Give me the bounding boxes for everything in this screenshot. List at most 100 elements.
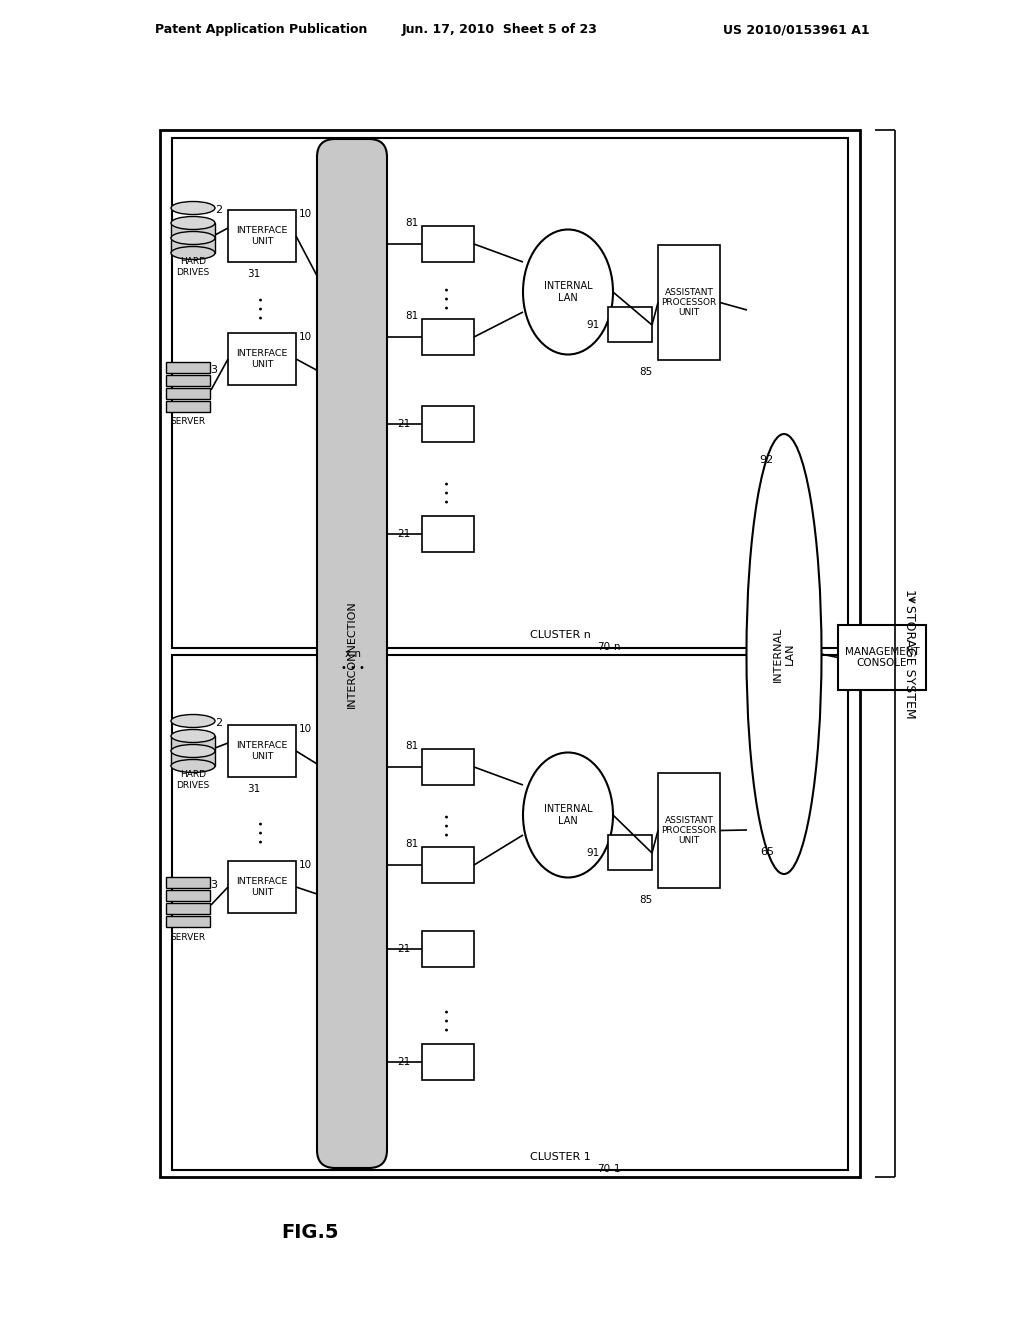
Ellipse shape xyxy=(171,730,215,742)
Bar xyxy=(422,748,474,785)
Ellipse shape xyxy=(523,230,613,355)
Ellipse shape xyxy=(171,202,215,214)
Text: INTERFACE
UNIT: INTERFACE UNIT xyxy=(237,226,288,246)
Bar xyxy=(422,226,474,261)
Bar xyxy=(658,246,720,360)
Bar xyxy=(171,737,215,751)
Text: 92: 92 xyxy=(760,455,774,465)
Text: • • •: • • • xyxy=(257,820,267,843)
Text: INTERCONNECTION: INTERCONNECTION xyxy=(347,601,357,708)
Text: 81: 81 xyxy=(406,741,419,751)
Text: 85: 85 xyxy=(640,367,653,378)
Bar xyxy=(166,401,210,412)
Bar xyxy=(422,319,474,355)
Bar xyxy=(166,388,210,399)
Bar xyxy=(608,308,652,342)
Text: INTERNAL
LAN: INTERNAL LAN xyxy=(544,804,592,826)
Bar xyxy=(228,725,296,777)
Text: 3: 3 xyxy=(211,366,217,375)
Text: INTERNAL
LAN: INTERNAL LAN xyxy=(544,281,592,302)
Text: 10: 10 xyxy=(299,723,312,734)
Bar xyxy=(422,516,474,552)
FancyBboxPatch shape xyxy=(317,139,387,1168)
Text: 81: 81 xyxy=(406,218,419,228)
Text: SERVER: SERVER xyxy=(170,932,206,941)
Bar xyxy=(166,916,210,927)
Text: FIG.5: FIG.5 xyxy=(282,1222,339,1242)
Bar xyxy=(171,223,215,238)
Ellipse shape xyxy=(171,216,215,230)
Text: 1  STORAGE SYSTEM: 1 STORAGE SYSTEM xyxy=(903,589,916,719)
Bar xyxy=(422,1044,474,1080)
Bar xyxy=(160,129,860,1177)
Bar xyxy=(166,903,210,913)
Text: 91: 91 xyxy=(587,319,600,330)
Ellipse shape xyxy=(171,247,215,260)
Ellipse shape xyxy=(171,231,215,244)
Ellipse shape xyxy=(746,434,821,874)
Text: • • •: • • • xyxy=(341,663,365,673)
Text: INTERFACE
UNIT: INTERFACE UNIT xyxy=(237,350,288,368)
Text: 2: 2 xyxy=(215,205,222,215)
Bar xyxy=(422,931,474,968)
Text: 10: 10 xyxy=(299,333,312,342)
Text: • • •: • • • xyxy=(443,1008,453,1032)
Ellipse shape xyxy=(171,759,215,772)
Bar xyxy=(172,139,848,648)
Ellipse shape xyxy=(523,752,613,878)
Bar xyxy=(166,362,210,374)
Text: 21: 21 xyxy=(396,418,410,429)
Text: • • •: • • • xyxy=(443,480,453,504)
Bar xyxy=(166,890,210,902)
Text: US 2010/0153961 A1: US 2010/0153961 A1 xyxy=(723,24,870,37)
Text: 31: 31 xyxy=(248,269,261,279)
Bar xyxy=(838,624,926,690)
Bar xyxy=(422,847,474,883)
Text: INTERNAL
LAN: INTERNAL LAN xyxy=(773,626,795,681)
Text: 21: 21 xyxy=(396,529,410,539)
Bar xyxy=(171,238,215,253)
Text: 21: 21 xyxy=(396,944,410,954)
Text: HARD
DRIVES: HARD DRIVES xyxy=(176,771,210,789)
Text: 70-1: 70-1 xyxy=(597,1164,621,1173)
Text: 31: 31 xyxy=(248,784,261,795)
Text: SERVER: SERVER xyxy=(170,417,206,426)
Ellipse shape xyxy=(171,744,215,758)
Bar xyxy=(171,751,215,766)
Text: • • •: • • • xyxy=(443,813,453,837)
Ellipse shape xyxy=(171,714,215,727)
Text: 10: 10 xyxy=(299,861,312,870)
Text: CLUSTER n: CLUSTER n xyxy=(530,630,591,640)
Bar xyxy=(658,774,720,888)
Bar xyxy=(166,876,210,888)
Text: 85: 85 xyxy=(640,895,653,906)
Bar xyxy=(228,333,296,385)
Text: 21: 21 xyxy=(396,1057,410,1067)
Bar xyxy=(228,210,296,261)
Text: • • •: • • • xyxy=(257,296,267,319)
Text: ASSISTANT
PROCESSOR
UNIT: ASSISTANT PROCESSOR UNIT xyxy=(662,816,717,845)
Text: INTERFACE
UNIT: INTERFACE UNIT xyxy=(237,878,288,896)
Text: HARD
DRIVES: HARD DRIVES xyxy=(176,257,210,277)
Text: 91: 91 xyxy=(587,847,600,858)
Text: CLUSTER 1: CLUSTER 1 xyxy=(530,1152,591,1162)
Bar xyxy=(608,836,652,870)
Text: 70-n: 70-n xyxy=(597,642,621,652)
Text: 65: 65 xyxy=(760,847,774,857)
Text: ASSISTANT
PROCESSOR
UNIT: ASSISTANT PROCESSOR UNIT xyxy=(662,288,717,317)
Text: Patent Application Publication: Patent Application Publication xyxy=(155,24,368,37)
Text: 81: 81 xyxy=(406,840,419,849)
Text: 3: 3 xyxy=(211,880,217,890)
Text: x n: x n xyxy=(345,649,361,659)
Text: • • •: • • • xyxy=(443,286,453,310)
Bar xyxy=(422,407,474,442)
Bar xyxy=(228,861,296,913)
Text: INTERFACE
UNIT: INTERFACE UNIT xyxy=(237,742,288,760)
Bar xyxy=(166,375,210,385)
Text: 81: 81 xyxy=(406,312,419,321)
Text: 2: 2 xyxy=(215,718,222,729)
Text: 10: 10 xyxy=(299,209,312,219)
Bar xyxy=(172,655,848,1170)
Text: MANAGEMENT
CONSOLE: MANAGEMENT CONSOLE xyxy=(845,647,920,668)
Text: Jun. 17, 2010  Sheet 5 of 23: Jun. 17, 2010 Sheet 5 of 23 xyxy=(402,24,598,37)
